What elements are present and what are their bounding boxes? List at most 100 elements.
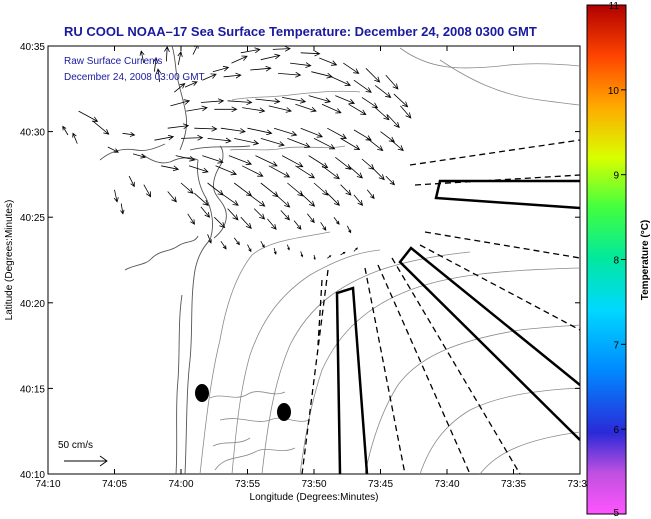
x-tick-label: 74:00 (168, 479, 193, 490)
current-vector (188, 165, 209, 174)
current-vector (155, 68, 162, 83)
current-vector (253, 208, 266, 220)
x-tick-label: 73:30 (567, 479, 592, 490)
current-vector (374, 107, 390, 121)
radar-box-southeast (398, 246, 580, 441)
scale-vector-label: 50 cm/s (58, 440, 93, 451)
isobath-13 (214, 447, 296, 471)
y-axis-ticks: 40:10 40:15 40:20 40:25 40:30 40:35 (20, 42, 580, 481)
current-vector (250, 65, 272, 72)
current-vector (164, 46, 170, 62)
coast-inland (175, 294, 183, 474)
ray-1 (409, 139, 580, 166)
x-axis-label: Longitude (Degrees:Minutes) (250, 492, 379, 503)
y-tick-label: 40:35 (20, 42, 45, 53)
coast-raritan (124, 235, 199, 271)
current-vector (340, 251, 346, 256)
plot-area: Raw Surface Currents December 24, 2008 0… (47, 45, 581, 475)
current-vector (234, 138, 260, 146)
current-vector (231, 55, 248, 64)
coast-sandyhook (213, 145, 227, 239)
current-vector (313, 254, 316, 261)
ray-7 (364, 267, 406, 474)
current-vector (113, 189, 119, 203)
current-vector (308, 95, 332, 104)
buoy-marker (277, 403, 291, 421)
current-vector (184, 81, 198, 88)
bathymetry-contours (199, 47, 580, 474)
current-vector (319, 57, 338, 66)
chart-title: RU COOL NOAA–17 Sea Surface Temperature:… (64, 24, 537, 39)
current-vector (223, 72, 242, 79)
current-vector (365, 68, 381, 83)
current-vector (207, 234, 212, 244)
current-vector (282, 97, 307, 104)
current-vector (327, 192, 340, 206)
current-vector (260, 241, 265, 248)
colorbar-tick-label: 6 (613, 425, 619, 436)
colorbar-tick-label: 11 (609, 1, 620, 12)
x-tick-label: 73:50 (301, 479, 326, 490)
current-vector (180, 134, 204, 141)
current-vector (227, 208, 239, 221)
current-vector (300, 50, 321, 57)
isobath-10 (439, 59, 580, 106)
y-tick-label: 40:30 (20, 128, 45, 139)
current-vector (202, 155, 224, 164)
scale-vector-arrow (64, 455, 108, 467)
ray-2 (414, 174, 580, 186)
current-vector (300, 251, 304, 258)
current-vector (295, 103, 317, 113)
current-vector (132, 153, 147, 159)
current-vector (220, 127, 246, 134)
y-tick-label: 40:15 (20, 384, 45, 395)
current-vector (194, 125, 218, 132)
isobath-1 (199, 231, 331, 474)
current-vector (180, 182, 194, 194)
isobath-8 (231, 90, 361, 101)
coast-bay (141, 153, 199, 164)
current-vector (72, 132, 78, 144)
current-vector (214, 106, 238, 113)
ray-8 (301, 269, 329, 474)
ray-4 (419, 244, 580, 331)
current-vector (353, 194, 364, 206)
current-vector (380, 131, 396, 143)
current-vector (346, 225, 352, 234)
isobath-7 (479, 431, 580, 474)
current-vector (293, 220, 302, 230)
current-vector (280, 210, 291, 221)
x-tick-label: 73:40 (434, 479, 459, 490)
x-axis-ticks: 74:10 74:05 74:00 73:55 73:50 73:45 73:40 73:35… (35, 46, 593, 490)
colorbar-ticks: 5 6 7 8 9 10 11 (608, 1, 626, 519)
isobath-5 (364, 324, 580, 474)
current-vector (386, 114, 400, 129)
colorbar-tick-label: 7 (613, 340, 619, 351)
coast-nj (184, 159, 213, 474)
current-vector (167, 191, 177, 203)
current-vector (272, 46, 291, 52)
coastline (99, 46, 251, 474)
coast-ny (171, 46, 187, 151)
current-vector (161, 165, 180, 172)
current-vector (92, 120, 110, 135)
current-vector (353, 247, 358, 252)
ray-3 (424, 231, 580, 259)
current-vector (281, 155, 304, 168)
x-tick-label: 74:05 (102, 479, 127, 490)
current-vector (321, 165, 340, 180)
current-vector (247, 192, 266, 207)
current-vector (192, 46, 199, 55)
current-vector (373, 169, 385, 181)
current-vector (220, 240, 227, 250)
buoy-marker (195, 384, 209, 402)
colorbar-tick-label: 8 (613, 256, 619, 267)
x-tick-label: 74:10 (35, 479, 60, 490)
current-vector (268, 165, 291, 178)
current-vector (242, 165, 264, 177)
current-vector (200, 98, 225, 105)
colorbar-gradient (586, 4, 627, 515)
x-tick-label: 73:35 (501, 479, 526, 490)
current-vector (167, 123, 190, 130)
